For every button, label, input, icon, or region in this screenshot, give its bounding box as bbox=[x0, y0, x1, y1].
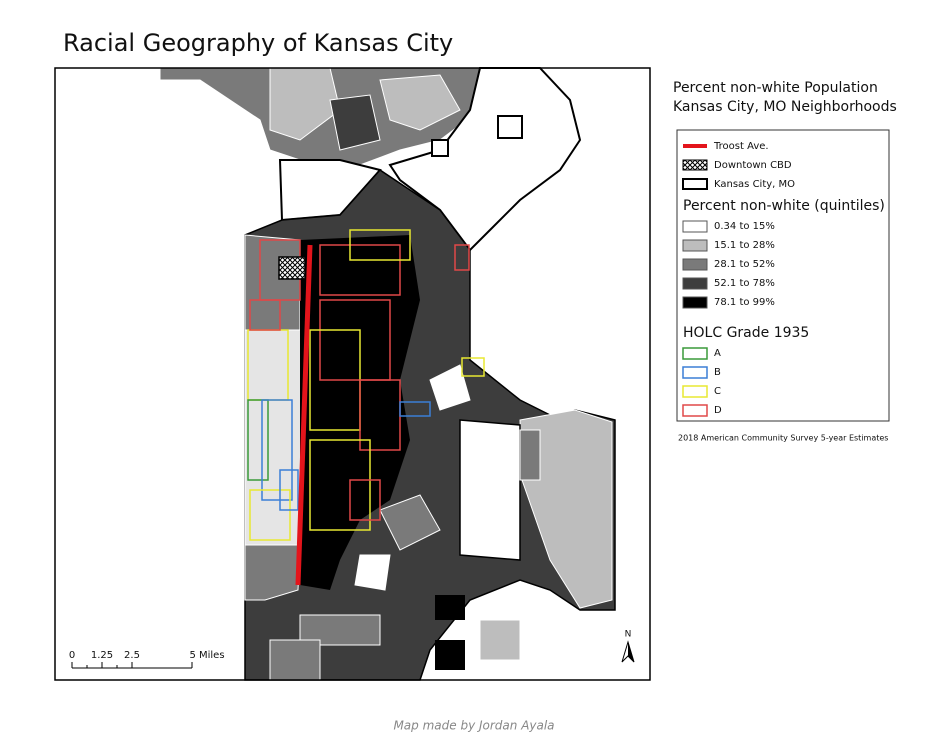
legend-label: Downtown CBD bbox=[714, 160, 792, 171]
legend-label: Troost Ave. bbox=[713, 141, 769, 152]
legend-label: 15.1 to 28% bbox=[714, 240, 775, 251]
legend-heading: HOLC Grade 1935 bbox=[683, 325, 809, 341]
legend-swatch bbox=[682, 347, 708, 360]
legend-swatch bbox=[682, 296, 708, 309]
legend-label: C bbox=[714, 386, 721, 397]
legend-label: 78.1 to 99% bbox=[714, 297, 775, 308]
legend-label: 0.34 to 15% bbox=[714, 221, 775, 232]
legend-swatch bbox=[682, 277, 708, 290]
legend-heading: Percent non-white (quintiles) bbox=[683, 198, 885, 214]
map bbox=[54, 67, 651, 681]
caption: Map made by Jordan Ayala bbox=[393, 719, 554, 733]
legend-swatch bbox=[682, 220, 708, 233]
legend-swatch bbox=[682, 178, 708, 190]
legend-label: B bbox=[714, 367, 721, 378]
legend-swatch bbox=[682, 159, 708, 171]
scale-label: 5 Miles bbox=[189, 650, 224, 661]
scale-bar: 0 1.25 2.5 5 Miles bbox=[69, 650, 225, 669]
scale-label: 2.5 bbox=[124, 650, 140, 661]
legend-swatch bbox=[682, 239, 708, 252]
legend-swatch bbox=[682, 404, 708, 417]
scale-label: 1.25 bbox=[91, 650, 113, 661]
source: 2018 American Community Survey 5-year Es… bbox=[678, 434, 888, 443]
legend-label: Kansas City, MO bbox=[714, 179, 795, 190]
scale-label: 0 bbox=[69, 650, 75, 661]
legend-label: 28.1 to 52% bbox=[714, 259, 775, 270]
title: Racial Geography of Kansas City bbox=[63, 29, 453, 57]
north-arrow: N bbox=[621, 630, 635, 663]
legend-swatch bbox=[682, 366, 708, 379]
legend-swatch bbox=[682, 385, 708, 398]
legend: Troost Ave. Downtown CBD Kansas City, MO Pe… bbox=[682, 141, 885, 417]
legend-label: 52.1 to 78% bbox=[714, 278, 775, 289]
legend-label: A bbox=[714, 348, 721, 359]
legend-box bbox=[676, 129, 890, 422]
legend-label: D bbox=[714, 405, 722, 416]
legend-swatch bbox=[682, 258, 708, 271]
legend-title: Percent non-white Population bbox=[673, 80, 878, 96]
legend-title: Kansas City, MO Neighborhoods bbox=[673, 99, 897, 115]
north-label: N bbox=[625, 630, 632, 640]
